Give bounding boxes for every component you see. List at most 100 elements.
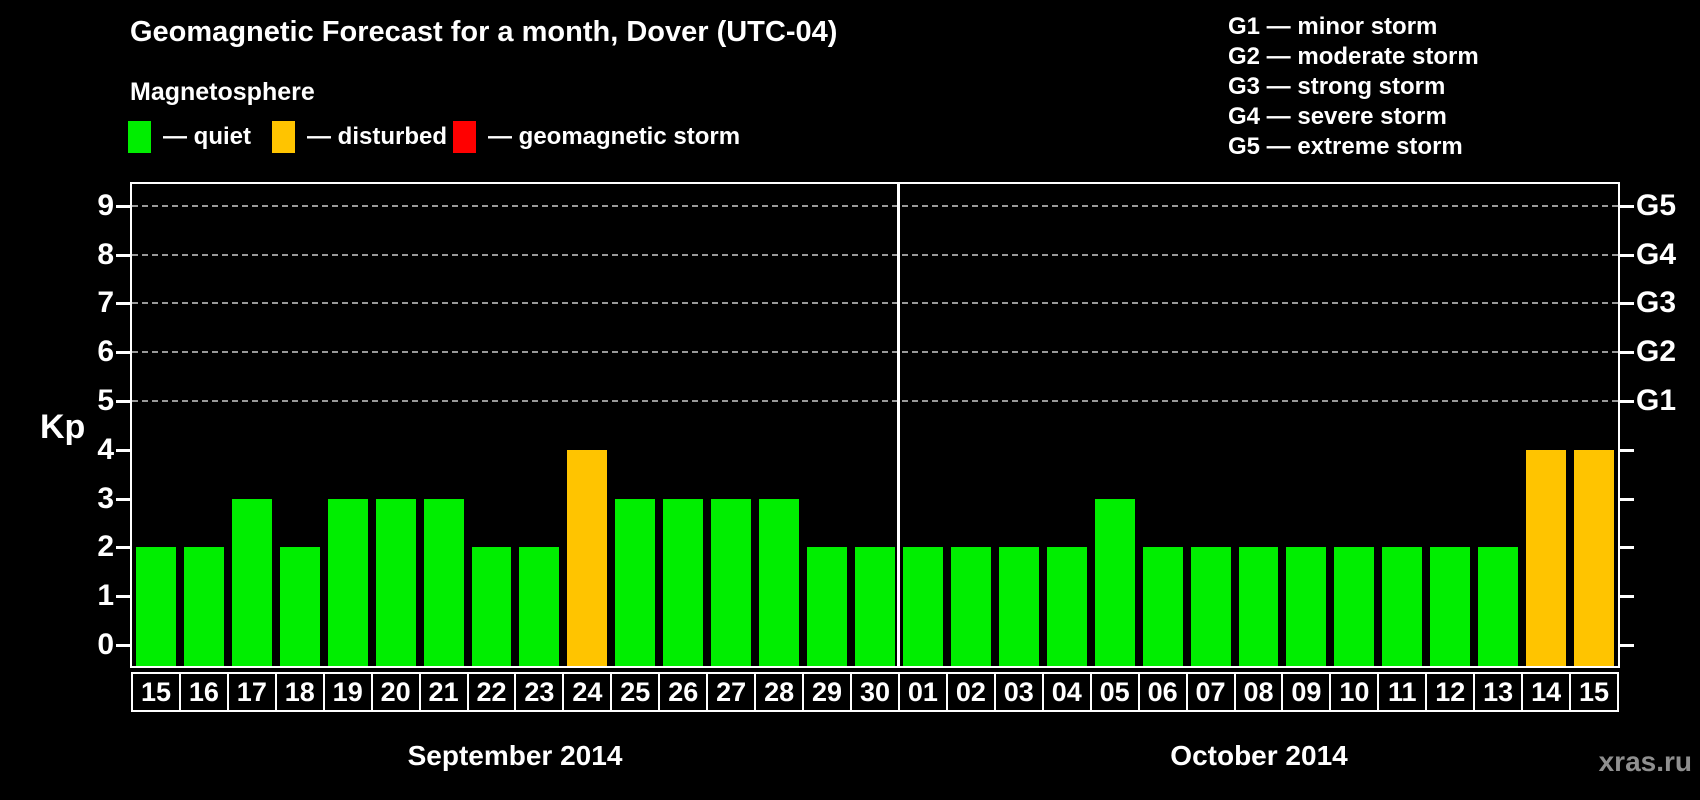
g-scale-label: G3 [1636,286,1677,320]
date-label: 17 [226,672,277,712]
storm-scale-line: G4 — severe storm [1228,103,1447,130]
kp-bar [423,498,464,666]
gridline [132,400,1618,402]
date-label: 10 [1329,672,1380,712]
kp-bar [279,547,320,666]
month-label-october: October 2014 [1170,740,1348,771]
chart-subtitle: Magnetosphere [130,78,315,106]
kp-bar [183,547,224,666]
date-label: 29 [802,672,853,712]
g-scale-label: G5 [1636,188,1677,222]
kp-bar [1526,449,1567,666]
y-axis-tick [116,351,130,355]
y-axis-tick [116,546,130,550]
date-label: 01 [897,672,948,712]
date-label: 25 [610,672,661,712]
date-label: 06 [1137,672,1188,712]
y-tick-label: 6 [97,335,114,369]
y-tick-label: 2 [97,530,114,564]
right-axis-tick [1620,351,1634,355]
date-label: 30 [850,672,900,712]
kp-bar [1382,547,1423,666]
y-axis-tick [116,400,130,403]
storm-scale-legend: G1 — minor storm G2 — moderate storm G3 … [1228,12,1479,162]
kp-bar [998,547,1039,666]
y-axis-tick [116,497,130,501]
date-label: 22 [466,672,517,712]
right-axis-tick [1620,253,1634,257]
legend-label: — disturbed [307,123,448,150]
right-axis-tick [1620,546,1634,550]
gridline [132,253,1618,256]
y-tick-label: 4 [97,432,114,466]
legend-item-disturbed: — disturbed [272,120,447,154]
gridline [132,204,1618,207]
disturbed-color-swatch [272,121,295,153]
kp-bar [519,547,560,666]
kp-bar [567,449,608,666]
kp-bar [1094,498,1135,666]
y-axis-tick [116,644,130,647]
right-axis-tick [1620,204,1634,208]
date-label: 03 [993,672,1044,712]
right-axis-tick [1620,448,1634,452]
y-axis-tick [116,595,130,599]
quiet-color-swatch [128,121,151,153]
kp-bar [711,498,752,666]
g-scale-label: G2 [1636,335,1677,369]
kp-bar [1574,449,1614,666]
kp-bar [663,498,704,666]
date-label: 02 [945,672,996,712]
storm-scale-line: G3 — strong storm [1228,73,1446,100]
kp-bar [1478,547,1519,666]
y-tick-label: 9 [97,188,114,222]
right-axis-tick [1620,595,1634,599]
y-axis-title: Kp [40,408,86,446]
kp-bar [1286,547,1327,666]
date-label: 20 [370,672,421,712]
date-label: 26 [658,672,709,712]
kp-bar [855,547,895,666]
kp-bar [136,547,176,666]
storm-color-swatch [453,121,476,153]
y-tick-label: 0 [97,628,114,661]
date-label: 18 [274,672,325,712]
right-axis-tick [1620,644,1634,647]
kp-bar [1334,547,1375,666]
date-label: 14 [1521,672,1572,712]
date-label: 09 [1281,672,1332,712]
storm-scale-line: G5 — extreme storm [1228,133,1463,160]
month-label-september: September 2014 [407,740,623,771]
date-label: 27 [706,672,757,712]
date-label: 15 [131,672,181,712]
y-tick-label: 7 [97,286,114,320]
y-tick-label: 8 [97,237,114,271]
date-label: 23 [514,672,565,712]
y-axis-tick [116,448,130,452]
kp-bar [231,498,272,666]
gridline [132,351,1618,354]
g-scale-label: G1 [1636,384,1677,417]
date-label: 11 [1377,672,1428,712]
date-label: 24 [562,672,613,712]
y-axis-tick [116,204,130,208]
y-tick-label: 1 [97,579,114,613]
kp-bar [1142,547,1183,666]
storm-scale-line: G2 — moderate storm [1228,43,1479,70]
kp-bar [1046,547,1087,666]
legend-item-quiet: — quiet [128,120,251,154]
date-label: 16 [178,672,229,712]
legend-label: — quiet [163,123,251,150]
kp-bar [375,498,416,666]
right-axis-tick [1620,302,1634,306]
right-axis-tick [1620,400,1634,403]
date-label: 04 [1041,672,1092,712]
legend-item-storm: — geomagnetic storm [453,120,740,154]
date-label: 05 [1089,672,1140,712]
right-axis-tick [1620,497,1634,501]
y-tick-label: 5 [97,384,114,417]
kp-bar [950,547,991,666]
date-label: 12 [1425,672,1476,712]
date-label: 28 [754,672,805,712]
kp-bar [1238,547,1279,666]
